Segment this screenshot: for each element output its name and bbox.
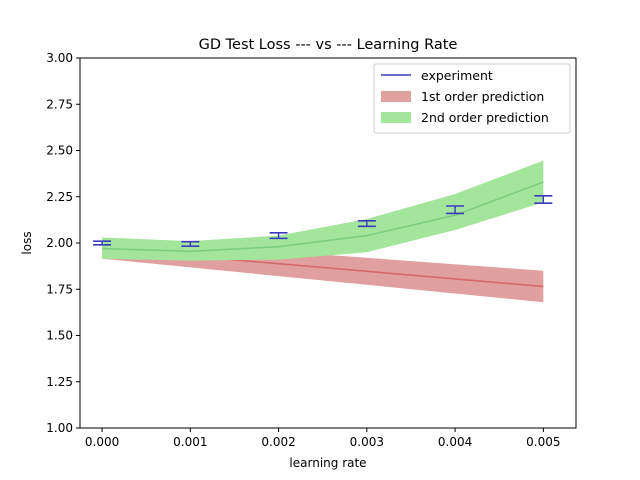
- x-axis: 0.000 0.001 0.002 0.003 0.004 0.005: [85, 428, 561, 449]
- legend-label-1st-order: 1st order prediction: [421, 89, 544, 104]
- y-tick-label: 1.75: [46, 282, 73, 296]
- legend-box: [373, 63, 571, 134]
- band-2nd-order: [102, 160, 544, 261]
- y-tick-label: 2.75: [46, 97, 73, 111]
- errorbar-point-3: [357, 220, 376, 228]
- x-axis-label: learning rate: [289, 456, 366, 470]
- legend: experiment 1st order prediction 2nd orde…: [373, 63, 571, 134]
- legend-marker-2nd-order: [381, 112, 411, 123]
- y-tick-label: 1.25: [46, 375, 73, 389]
- errorbar-point-2: [269, 232, 288, 240]
- legend-label-experiment: experiment: [421, 68, 493, 83]
- x-tick-label: 0.003: [350, 435, 384, 449]
- y-tick-label: 3.00: [46, 51, 73, 65]
- errorbar-point-5: [534, 195, 553, 205]
- errorbar-point-0: [93, 240, 112, 246]
- x-tick-label: 0.001: [173, 435, 207, 449]
- y-tick-label: 1.50: [46, 329, 73, 343]
- x-tick-label: 0.004: [438, 435, 472, 449]
- x-tick-label: 0.002: [261, 435, 295, 449]
- y-axis: 1.00 1.25 1.50 1.75 2.00 2.25 2.50 2.75 3.00: [46, 51, 80, 435]
- x-tick-label: 0.005: [526, 435, 560, 449]
- x-tick-label: 0.000: [85, 435, 119, 449]
- y-tick-label: 2.25: [46, 190, 73, 204]
- plot-area: [93, 160, 553, 303]
- y-tick-label: 1.00: [46, 421, 73, 435]
- legend-label-2nd-order: 2nd order prediction: [421, 110, 549, 125]
- y-tick-label: 2.00: [46, 236, 73, 250]
- y-tick-label: 2.50: [46, 144, 73, 158]
- legend-marker-1st-order: [381, 91, 411, 102]
- errorbar-point-1: [181, 240, 200, 247]
- chart-title: GD Test Loss --- vs --- Learning Rate: [199, 37, 458, 53]
- y-axis-label: loss: [20, 231, 34, 254]
- line-2nd-order: [102, 181, 544, 253]
- errorbar-point-4: [446, 205, 465, 215]
